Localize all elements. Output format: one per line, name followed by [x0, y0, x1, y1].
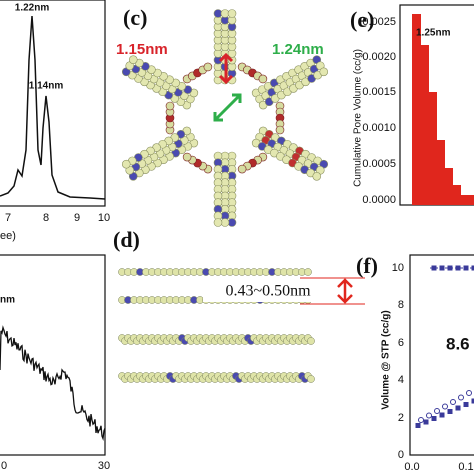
- label-bg: [203, 282, 333, 302]
- x-tick-label: 0.0: [404, 461, 419, 473]
- x-tick-label: 10: [98, 212, 110, 224]
- arrow: [337, 278, 353, 304]
- atom: [237, 164, 247, 174]
- point: [442, 403, 448, 410]
- point: [426, 412, 432, 419]
- panel-a: 1.22nm 1.14nm 7 8 9 10 ee): [0, 0, 110, 242]
- xrd-curve: [0, 325, 106, 441]
- panel-d: (d): [113, 227, 315, 383]
- y-tick-label: 0.0025: [362, 16, 396, 28]
- point: [431, 416, 437, 421]
- point: [471, 398, 474, 404]
- panel-label: (d): [113, 227, 140, 252]
- point: [431, 265, 437, 271]
- point: [455, 405, 461, 411]
- point: [447, 409, 453, 414]
- y-tick-label: 0: [398, 449, 404, 461]
- point: [450, 399, 456, 405]
- y-axis-label: Cumulative Pore Volume (cc/g): [353, 49, 364, 187]
- atom: [128, 55, 138, 64]
- atom: [165, 101, 175, 111]
- point: [471, 265, 474, 271]
- y-axis-label: Volume @ STP (cc/g): [381, 310, 392, 409]
- panel-c: (c): [121, 5, 329, 227]
- xrd-curve: [0, 15, 106, 200]
- panel-f: (f) Volume @ STP (cc/g) 8.6 10 8 6 4 2 0…: [356, 253, 474, 473]
- point: [466, 390, 472, 396]
- atom: [312, 172, 322, 181]
- spacing-label: 0.43~0.50nm: [225, 283, 311, 300]
- x-tick-label: 0.1: [458, 461, 473, 473]
- x-tick-label: 30: [98, 460, 110, 472]
- y-tick-label: 2: [398, 412, 404, 424]
- panel-b: nm 0 30: [0, 254, 110, 472]
- point: [439, 412, 445, 418]
- panel-e: (e) Cumulative Pore Volume (cc/g) 1.25nm…: [350, 4, 474, 206]
- peak-label: 1.14nm: [29, 81, 64, 92]
- panel-label: (c): [123, 5, 147, 30]
- y-tick-label: 6: [398, 337, 404, 349]
- point: [455, 265, 461, 271]
- point: [423, 419, 429, 425]
- point: [434, 408, 440, 414]
- point: [463, 402, 469, 407]
- y-tick-label: 4: [398, 374, 404, 386]
- x-tick-label: 7: [5, 212, 11, 224]
- atom: [307, 375, 315, 383]
- atom: [121, 159, 131, 169]
- atom: [203, 62, 213, 72]
- distance-label: 1.15nm: [116, 41, 168, 58]
- point: [463, 265, 469, 271]
- x-axis-label: ee): [0, 230, 16, 242]
- atom: [213, 218, 223, 227]
- y-tick-label: 10: [392, 262, 404, 274]
- atom: [307, 337, 315, 345]
- x-tick-label: 0: [1, 460, 7, 472]
- point: [458, 394, 464, 401]
- axis-box: [0, 254, 106, 456]
- y-tick-label: 0.0005: [362, 158, 396, 170]
- atom: [275, 125, 285, 135]
- y-tick-label: 0.0020: [362, 51, 396, 63]
- x-tick-label: 9: [74, 212, 80, 224]
- bars: [412, 14, 474, 205]
- atom: [182, 152, 192, 162]
- y-tick-label: 0.0015: [362, 86, 396, 98]
- panel-label: (e): [350, 7, 374, 32]
- atom: [227, 9, 237, 18]
- arrow: [213, 93, 242, 122]
- peak-label: 1.25nm: [416, 28, 451, 39]
- y-tick-label: 0.0000: [362, 194, 396, 206]
- point: [418, 417, 424, 423]
- arrow: [218, 52, 234, 85]
- atom: [319, 67, 329, 77]
- panel-label: (f): [356, 253, 378, 278]
- point: [439, 265, 445, 271]
- annotation: nm: [0, 295, 15, 306]
- peak-label: 1.22nm: [15, 3, 50, 14]
- y-tick-label: 0.0010: [362, 122, 396, 134]
- atom: [258, 74, 268, 84]
- distance-label: 1.24nm: [272, 41, 324, 58]
- points: [415, 265, 474, 428]
- point: [415, 423, 421, 428]
- atom: [304, 268, 312, 276]
- value-label: 8.6: [446, 334, 470, 353]
- y-tick-label: 8: [398, 299, 404, 311]
- axis-box: [409, 254, 474, 456]
- point: [447, 265, 453, 271]
- x-tick-label: 8: [43, 212, 49, 224]
- axis-box: [0, 0, 106, 207]
